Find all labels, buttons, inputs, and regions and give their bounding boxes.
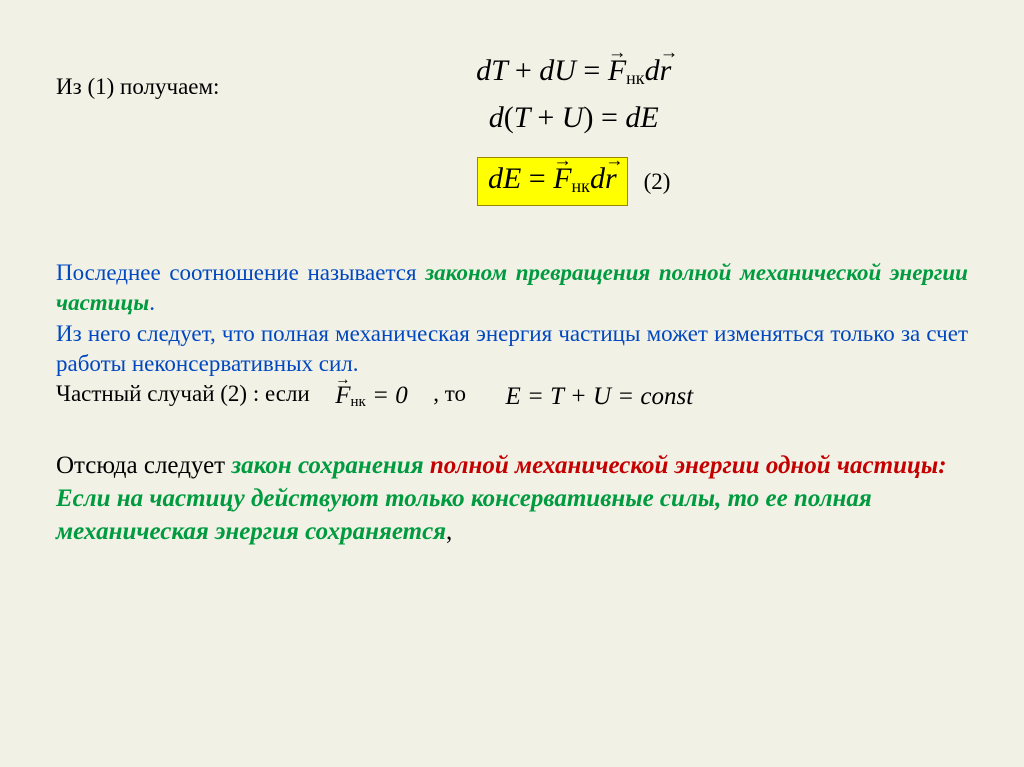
p2-trail: , — [446, 518, 452, 545]
p2-blue: Из него следует, что полная механическая… — [56, 321, 968, 376]
equation-1: dT + dU = Fнкdr — [476, 54, 671, 89]
p1-lead: Последнее соотношение называется — [56, 260, 425, 285]
inline-eq-E-const: E = T + U = const — [505, 380, 693, 413]
intro-row: Из (1) получаем: dT + dU = Fнкdr d(T + U… — [56, 48, 968, 212]
p2-green1: закон сохранения — [231, 452, 429, 479]
p2-red1: полной механической энергии одной частиц… — [430, 452, 947, 479]
slide: Из (1) получаем: dT + dU = Fнкdr d(T + U… — [0, 0, 1024, 767]
equation-3-row: dE = Fнкdr (2) — [477, 151, 670, 212]
inline-eq-F-zero: Fнк = 0 — [335, 379, 407, 413]
equation-3-number: (2) — [644, 169, 671, 195]
p3-mid: , то — [433, 382, 466, 407]
equation-column: dT + dU = Fнкdr d(T + U) = dE dE = Fнкdr… — [179, 48, 968, 212]
paragraph-block-2: Отсюда следует закон сохранения полной м… — [56, 449, 968, 548]
equation-2: d(T + U) = dE — [489, 101, 659, 135]
paragraph-block-1: Последнее соотношение называется законом… — [56, 258, 968, 413]
p1-dot: . — [149, 290, 155, 315]
p3-before: Частный случай (2) : если — [56, 382, 310, 407]
equation-3-highlight: dE = Fнкdr — [477, 157, 628, 206]
p2-lead: Отсюда следует — [56, 452, 231, 479]
p2-green2: Если на частицу действуют только консерв… — [56, 485, 872, 545]
